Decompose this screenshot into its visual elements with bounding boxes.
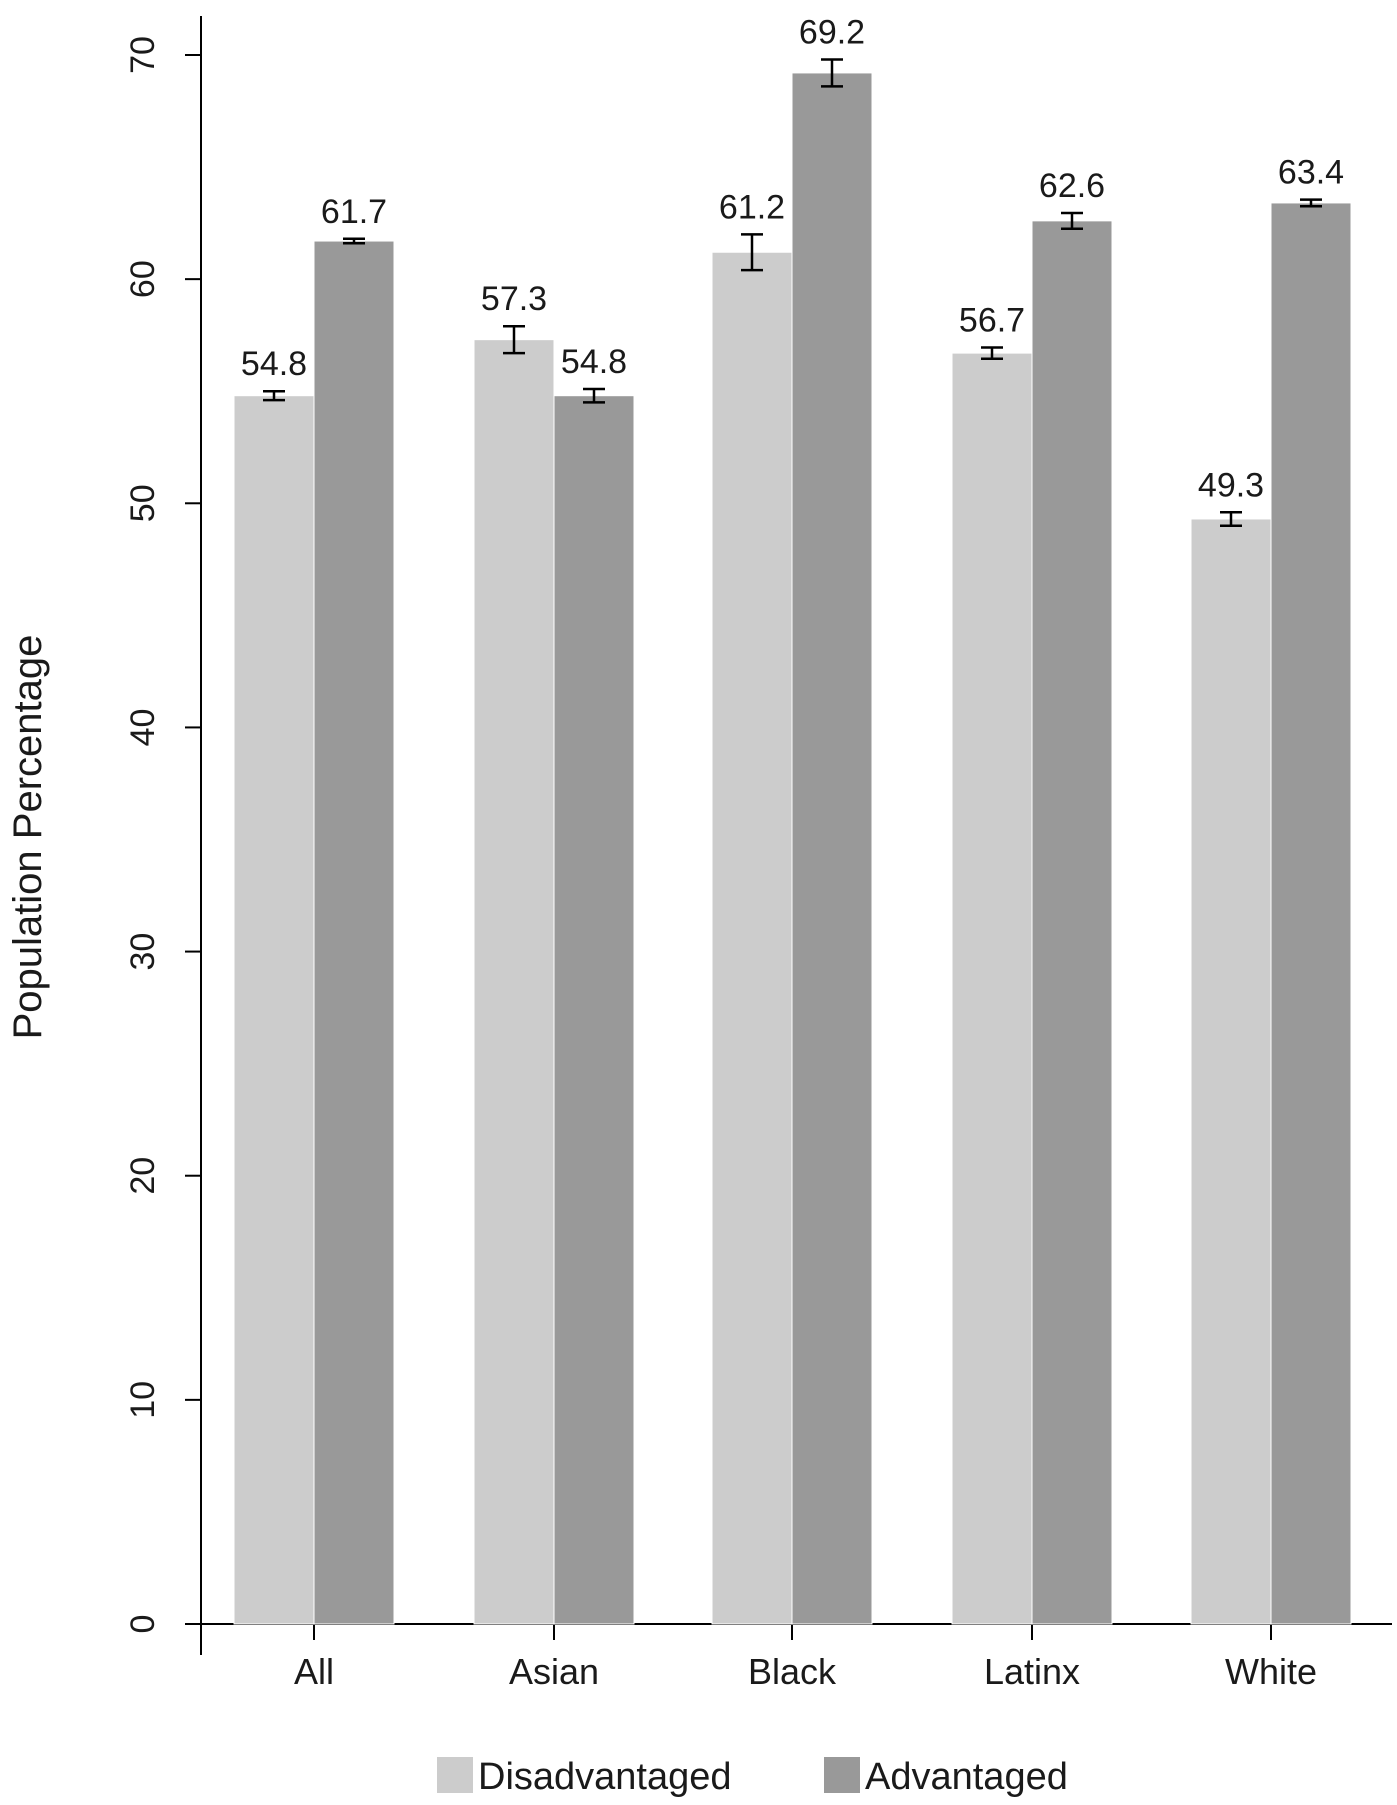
data-label: 61.2 bbox=[719, 188, 785, 226]
data-label: 61.7 bbox=[321, 193, 387, 231]
y-tick-label: 70 bbox=[124, 36, 162, 74]
legend-label: Disadvantaged bbox=[478, 1756, 732, 1798]
x-tick-label: Black bbox=[748, 1651, 837, 1692]
data-label: 69.2 bbox=[799, 13, 865, 51]
bar bbox=[313, 240, 395, 1625]
bar bbox=[1190, 518, 1272, 1625]
y-tick-label: 50 bbox=[124, 484, 162, 522]
bar bbox=[553, 395, 635, 1625]
bars bbox=[233, 58, 1352, 1625]
x-tick-label: All bbox=[294, 1651, 334, 1692]
bar bbox=[1031, 220, 1113, 1625]
data-label: 54.8 bbox=[561, 343, 627, 381]
y-tick-label: 20 bbox=[124, 1157, 162, 1195]
y-tick-label: 40 bbox=[124, 709, 162, 747]
y-tick-label: 0 bbox=[124, 1615, 162, 1634]
y-tick-label: 60 bbox=[124, 260, 162, 298]
bar bbox=[473, 339, 555, 1625]
bar bbox=[1270, 202, 1352, 1625]
bar bbox=[711, 251, 793, 1625]
x-tick-label: Latinx bbox=[984, 1651, 1080, 1692]
legend-label: Advantaged bbox=[865, 1756, 1068, 1798]
data-label: 56.7 bbox=[959, 302, 1025, 340]
x-tick-label: White bbox=[1225, 1651, 1317, 1692]
legend-swatch bbox=[437, 1757, 473, 1793]
y-axis-title: Population Percentage bbox=[6, 635, 50, 1040]
y-axis: 0 10 20 30 40 50 60 70 Population Percentage bbox=[6, 16, 202, 1655]
legend: Disadvantaged Advantaged bbox=[437, 1756, 1068, 1798]
data-label: 62.6 bbox=[1039, 167, 1105, 205]
data-label: 49.3 bbox=[1198, 466, 1264, 504]
data-label: 54.8 bbox=[241, 345, 307, 383]
y-tick-label: 10 bbox=[124, 1381, 162, 1419]
bar bbox=[233, 395, 315, 1625]
x-tick-label: Asian bbox=[509, 1651, 599, 1692]
y-tick-label: 30 bbox=[124, 933, 162, 971]
x-axis: All Asian Black Latinx White bbox=[201, 1623, 1392, 1692]
bar bbox=[791, 72, 873, 1625]
data-labels: 54.8 61.7 57.3 54.8 61.2 69.2 56.7 62.6 49.3 63.4 bbox=[241, 13, 1344, 504]
bar bbox=[951, 352, 1033, 1625]
data-label: 63.4 bbox=[1278, 154, 1344, 192]
data-label: 57.3 bbox=[481, 280, 547, 318]
legend-swatch bbox=[824, 1757, 860, 1793]
